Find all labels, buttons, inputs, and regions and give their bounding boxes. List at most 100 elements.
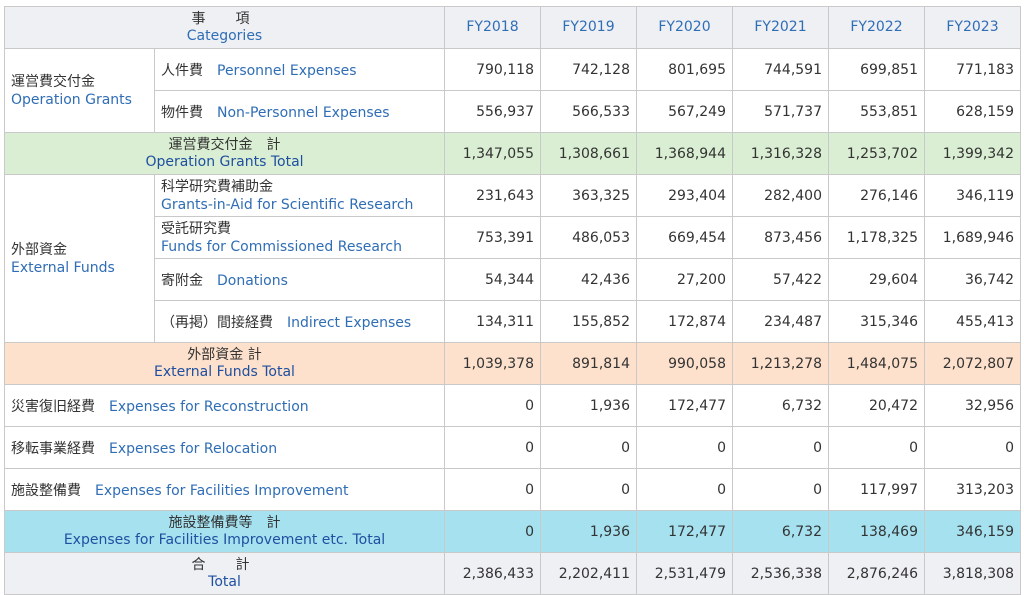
- value-cell: 628,159: [924, 90, 1021, 133]
- group-label-jp: 外部資金: [11, 241, 67, 258]
- value-cell: 553,851: [828, 90, 925, 133]
- value-cell: 771,183: [924, 48, 1021, 91]
- group-label-jp: 運営費交付金: [11, 73, 95, 90]
- value-cell: 742,128: [540, 48, 637, 91]
- value-cell: 1,039,378: [444, 342, 541, 385]
- total-label: 運営費交付金 計 Operation Grants Total: [4, 132, 445, 175]
- value-cell: 0: [444, 468, 541, 511]
- value-cell: 455,413: [924, 300, 1021, 343]
- row-label-jp: 人件費: [161, 62, 203, 79]
- value-cell: 2,202,411: [540, 552, 637, 595]
- row-label-jp: （再掲）間接経費: [161, 314, 273, 331]
- value-cell: 27,200: [636, 258, 733, 301]
- value-cell: 0: [828, 426, 925, 469]
- table-row: 外部資金 External Funds 科学研究費補助金 Grants-in-Ai…: [4, 174, 1021, 343]
- value-cell: 1,368,944: [636, 132, 733, 175]
- value-cell: 0: [444, 426, 541, 469]
- categories-header-en: Categories: [186, 27, 263, 44]
- year-header: FY2020: [636, 6, 733, 49]
- value-cell: 891,814: [540, 342, 637, 385]
- value-cell: 0: [924, 426, 1021, 469]
- row-label: 災害復旧経費 Expenses for Reconstruction: [4, 384, 445, 427]
- total-label-jp: 運営費交付金 計: [168, 136, 281, 153]
- value-cell: 42,436: [540, 258, 637, 301]
- row-label-jp: 科学研究費補助金: [161, 178, 273, 195]
- value-cell: 172,477: [636, 384, 733, 427]
- value-cell: 3,818,308: [924, 552, 1021, 595]
- total-label: 外部資金 計 External Funds Total: [4, 342, 445, 385]
- value-cell: 276,146: [828, 174, 925, 217]
- value-cell: 1,399,342: [924, 132, 1021, 175]
- year-header: FY2021: [732, 6, 829, 49]
- total-label-en: Expenses for Facilities Improvement etc.…: [63, 531, 386, 548]
- value-cell: 699,851: [828, 48, 925, 91]
- table-row: 施設整備費 Expenses for Facilities Improvement…: [4, 468, 1021, 511]
- row-label-en: Grants-in-Aid for Scientific Research: [161, 196, 414, 213]
- value-cell: 1,936: [540, 510, 637, 553]
- value-cell: 0: [540, 426, 637, 469]
- value-cell: 117,997: [828, 468, 925, 511]
- value-cell: 2,531,479: [636, 552, 733, 595]
- value-cell: 0: [444, 384, 541, 427]
- year-header: FY2022: [828, 6, 925, 49]
- row-label-en: Donations: [217, 272, 288, 289]
- grand-total-row: 合 計 Total 2,386,433 2,202,411 2,531,479 …: [4, 552, 1021, 595]
- row-label-jp: 移転事業経費: [11, 440, 95, 457]
- value-cell: 293,404: [636, 174, 733, 217]
- value-cell: 36,742: [924, 258, 1021, 301]
- external-funds-total-row: 外部資金 計 External Funds Total 1,039,378 89…: [4, 342, 1021, 385]
- value-cell: 1,689,946: [924, 216, 1021, 259]
- row-label-en: Indirect Expenses: [287, 314, 412, 331]
- row-label-en: Expenses for Facilities Improvement: [95, 482, 349, 499]
- value-cell: 556,937: [444, 90, 541, 133]
- row-label: 物件費 Non-Personnel Expenses: [154, 90, 445, 133]
- group-label-en: External Funds: [11, 259, 115, 276]
- value-cell: 1,936: [540, 384, 637, 427]
- row-label-en: Expenses for Reconstruction: [109, 398, 309, 415]
- value-cell: 54,344: [444, 258, 541, 301]
- value-cell: 801,695: [636, 48, 733, 91]
- year-header: FY2018: [444, 6, 541, 49]
- value-cell: 753,391: [444, 216, 541, 259]
- total-label-jp: 施設整備費等 計: [168, 514, 281, 531]
- value-cell: 138,469: [828, 510, 925, 553]
- value-cell: 2,386,433: [444, 552, 541, 595]
- value-cell: 363,325: [540, 174, 637, 217]
- value-cell: 346,159: [924, 510, 1021, 553]
- row-label-jp: 災害復旧経費: [11, 398, 95, 415]
- table-row: 物件費 Non-Personnel Expenses 556,937 566,53…: [5, 90, 1021, 133]
- value-cell: 1,213,278: [732, 342, 829, 385]
- value-cell: 567,249: [636, 90, 733, 133]
- value-cell: 0: [732, 468, 829, 511]
- year-header: FY2019: [540, 6, 637, 49]
- value-cell: 571,737: [732, 90, 829, 133]
- row-label-en: Expenses for Relocation: [109, 440, 278, 457]
- value-cell: 172,874: [636, 300, 733, 343]
- value-cell: 234,487: [732, 300, 829, 343]
- total-label: 施設整備費等 計 Expenses for Facilities Improve…: [4, 510, 445, 553]
- row-label-en: Funds for Commissioned Research: [161, 238, 402, 255]
- row-label: 人件費 Personnel Expenses: [154, 48, 445, 91]
- row-label: （再掲）間接経費 Indirect Expenses: [154, 300, 445, 343]
- value-cell: 0: [540, 468, 637, 511]
- year-header: FY2023: [924, 6, 1021, 49]
- budget-table: 事 項 Categories FY2018 FY2019 FY2020 FY20…: [4, 6, 1021, 595]
- table-row: 運営費交付金 Operation Grants 人件費 Personnel Exp…: [4, 48, 1021, 133]
- row-label: 受託研究費 Funds for Commissioned Research: [154, 216, 445, 259]
- value-cell: 1,308,661: [540, 132, 637, 175]
- value-cell: 1,484,075: [828, 342, 925, 385]
- value-cell: 2,536,338: [732, 552, 829, 595]
- value-cell: 155,852: [540, 300, 637, 343]
- row-label-jp: 施設整備費: [11, 482, 81, 499]
- categories-header-jp: 事 項: [191, 10, 258, 27]
- row-label-en: Non-Personnel Expenses: [217, 104, 390, 121]
- total-label-en: Operation Grants Total: [145, 153, 304, 170]
- value-cell: 1,178,325: [828, 216, 925, 259]
- operation-grants-total-row: 運営費交付金 計 Operation Grants Total 1,347,05…: [4, 132, 1021, 175]
- value-cell: 1,316,328: [732, 132, 829, 175]
- value-cell: 346,119: [924, 174, 1021, 217]
- table-row: 受託研究費 Funds for Commissioned Research 753…: [5, 216, 1021, 259]
- row-label-jp: 寄附金: [161, 272, 203, 289]
- total-label-jp: 合 計: [191, 556, 258, 573]
- group-label-en: Operation Grants: [11, 91, 132, 108]
